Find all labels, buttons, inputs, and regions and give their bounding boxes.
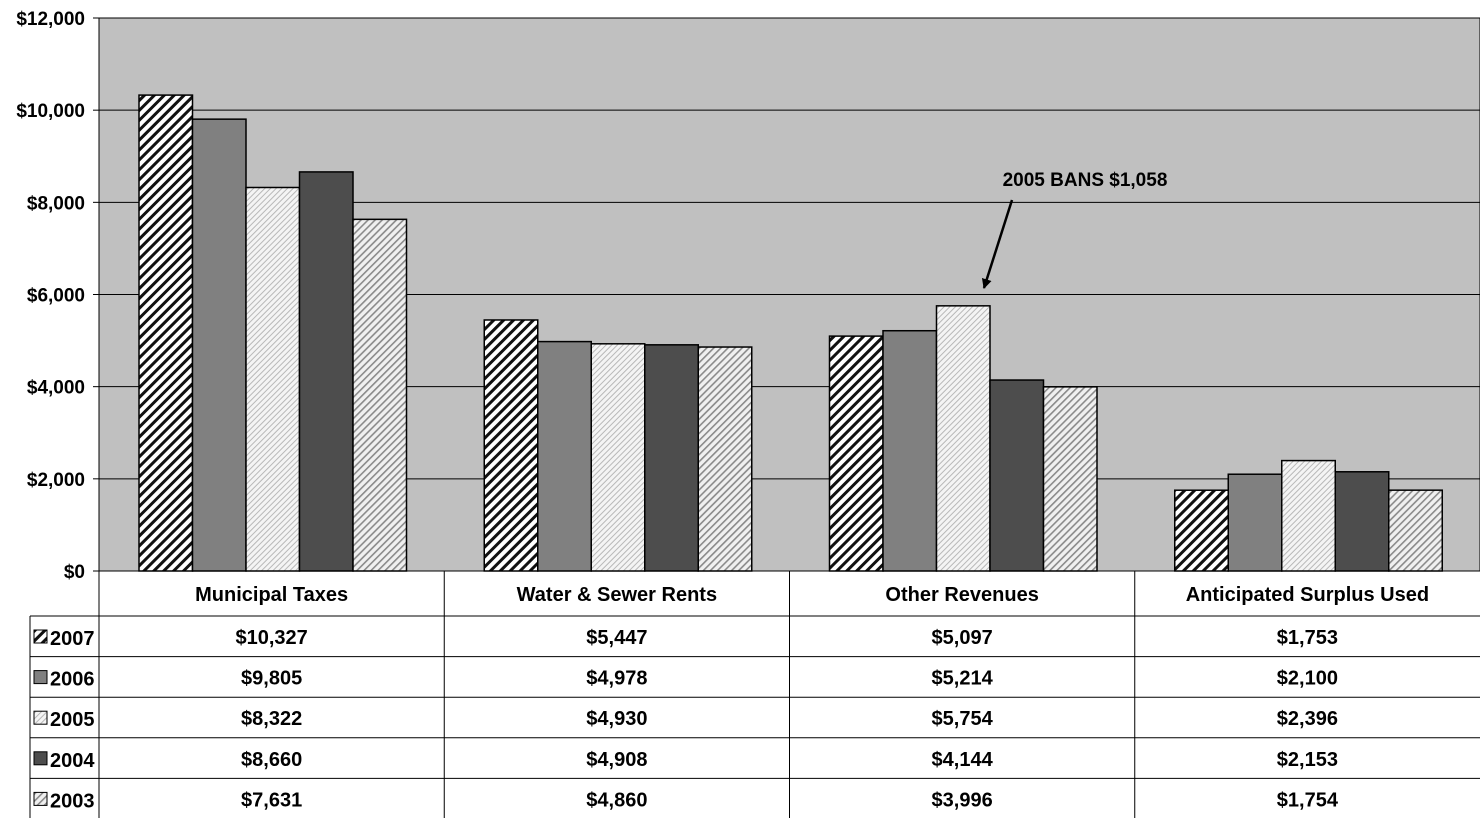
x-tick-label: Water & Sewer Rents	[517, 584, 717, 606]
data-label: $4,144	[932, 749, 994, 771]
y-tick-label: $4,000	[27, 378, 85, 399]
data-label: $1,753	[1277, 627, 1338, 649]
bar-2007-municipal-taxes	[138, 94, 194, 572]
bar-2004-other-revenues	[989, 379, 1045, 572]
data-label: $1,754	[1277, 789, 1339, 811]
legend-swatch-2007	[33, 629, 48, 644]
data-label: $5,447	[586, 627, 647, 649]
data-label: $4,908	[586, 749, 647, 771]
x-tick-label: Other Revenues	[885, 584, 1038, 606]
legend-label: 2004	[50, 750, 95, 772]
y-tick-label: $2,000	[27, 470, 85, 491]
data-label: $3,996	[932, 789, 993, 811]
legend-label: 2006	[50, 669, 95, 691]
bar-2003-other-revenues	[1042, 386, 1098, 572]
bar-2005-water-and-sewer-rents	[590, 343, 646, 572]
y-tick-label: $12,000	[16, 9, 85, 30]
legend-swatch-2003	[33, 791, 48, 806]
bar-2006-anticipated-surplus-used	[1227, 473, 1283, 572]
bar-2003-water-and-sewer-rents	[697, 346, 753, 572]
bar-2005-other-revenues	[935, 305, 991, 572]
data-label: $2,396	[1277, 708, 1338, 730]
bar-2007-anticipated-surplus-used	[1174, 489, 1229, 572]
bar-2004-water-and-sewer-rents	[644, 344, 699, 572]
data-label: $5,214	[932, 668, 994, 690]
legend-swatch-2006	[33, 670, 48, 685]
data-label: $5,097	[932, 627, 993, 649]
annotation-label: 2005 BANS $1,058	[1003, 170, 1168, 191]
data-label: $4,930	[586, 708, 647, 730]
bar-2006-other-revenues	[882, 329, 938, 572]
bar-2004-anticipated-surplus-used	[1334, 471, 1390, 572]
bar-2004-municipal-taxes	[298, 171, 354, 572]
y-tick-label: $6,000	[27, 286, 85, 307]
data-label: $2,100	[1277, 668, 1338, 690]
data-label: $10,327	[235, 627, 307, 649]
data-label: $9,805	[241, 668, 302, 690]
bar-2003-anticipated-surplus-used	[1388, 489, 1443, 572]
annotation-arrow	[981, 199, 1014, 289]
bar-2006-municipal-taxes	[191, 118, 247, 572]
data-label: $4,978	[586, 668, 647, 690]
y-tick-label: $10,000	[16, 101, 85, 122]
y-tick-label: $0	[64, 562, 85, 583]
bar-2003-municipal-taxes	[352, 218, 408, 572]
legend-label: 2007	[50, 628, 95, 650]
x-tick-label: Anticipated Surplus Used	[1186, 584, 1429, 606]
data-label: $7,631	[241, 789, 302, 811]
bar-2007-other-revenues	[828, 335, 884, 572]
y-tick-label: $8,000	[27, 193, 85, 214]
data-label: $2,153	[1277, 749, 1338, 771]
data-label: $4,860	[586, 789, 647, 811]
bar-2005-anticipated-surplus-used	[1281, 459, 1336, 572]
data-label: $8,322	[241, 708, 302, 730]
legend-label: 2003	[50, 790, 95, 812]
bar-2005-municipal-taxes	[245, 186, 301, 572]
x-tick-label: Municipal Taxes	[195, 584, 348, 606]
data-label: $5,754	[932, 708, 994, 730]
bar-2007-water-and-sewer-rents	[483, 319, 539, 572]
legend-label: 2005	[50, 709, 95, 731]
bar-2006-water-and-sewer-rents	[537, 340, 592, 572]
legend-swatch-2005	[33, 710, 48, 725]
data-label: $8,660	[241, 749, 302, 771]
legend-swatch-2004	[33, 751, 48, 766]
